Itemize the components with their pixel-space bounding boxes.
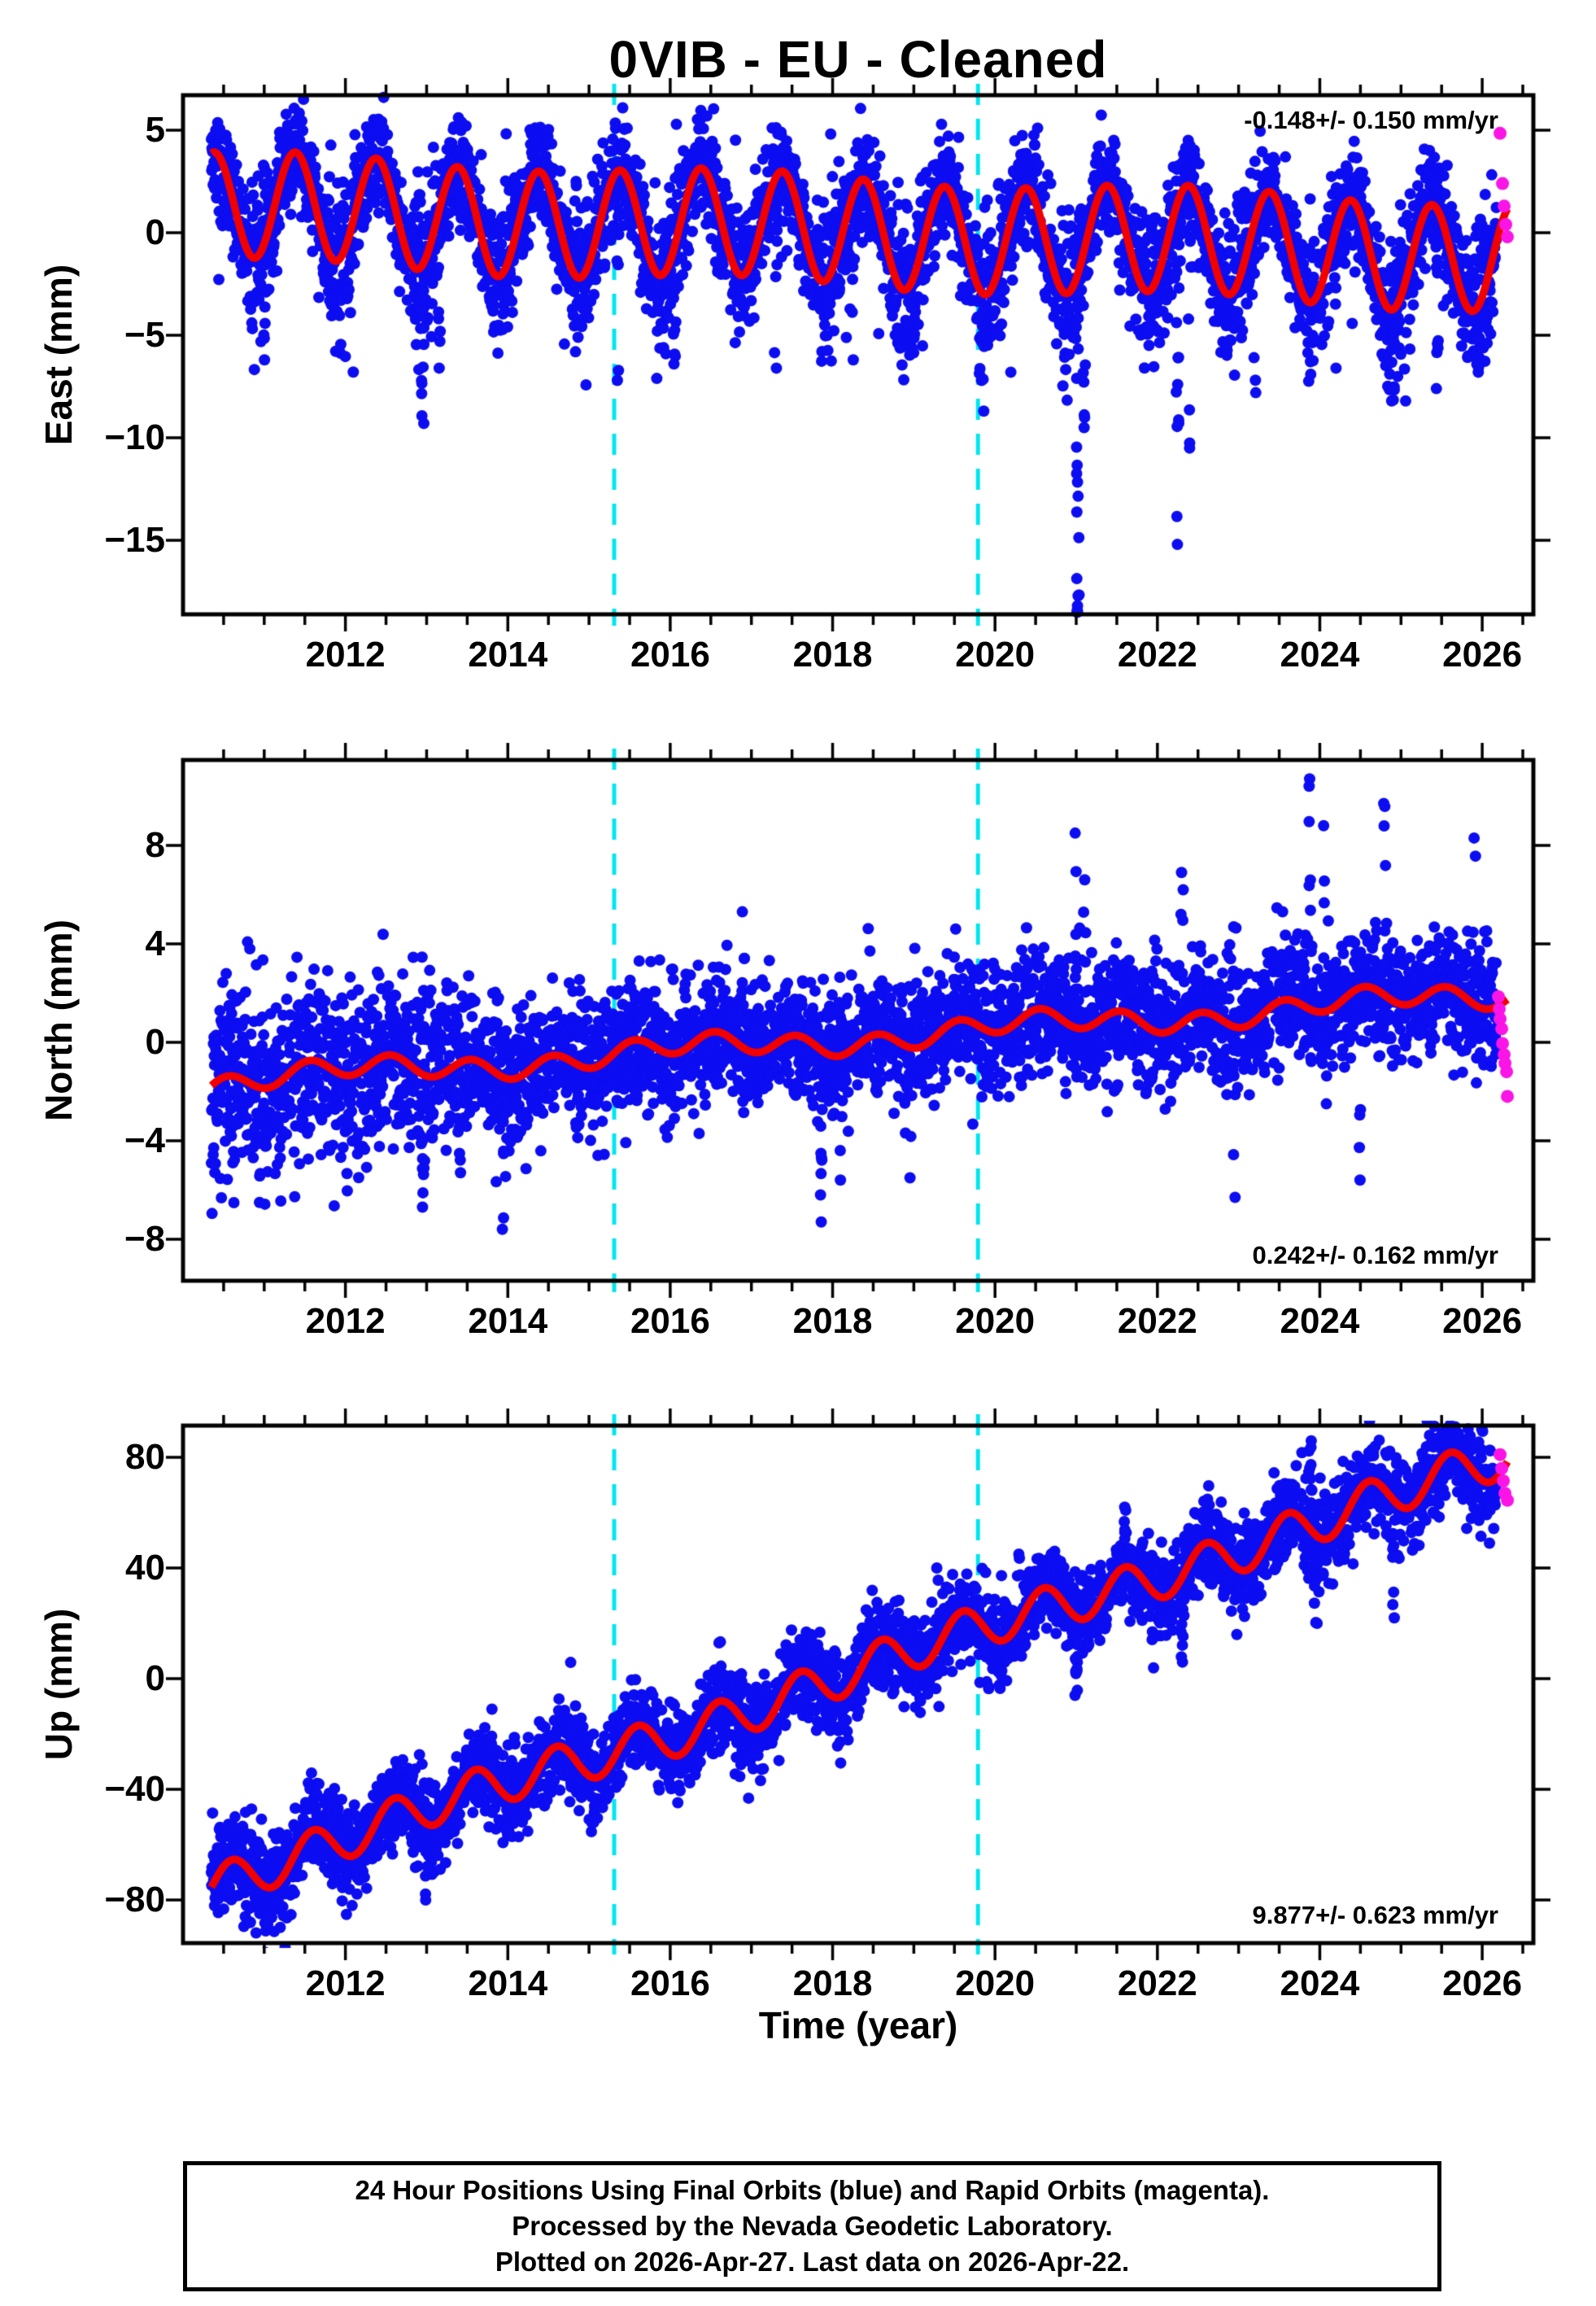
east-x-tick-label: 2024 — [1280, 635, 1360, 675]
east-x-tick-label: 2026 — [1442, 635, 1523, 675]
up-x-tick-label: 2012 — [305, 1963, 386, 2003]
north-x-tick-label: 2016 — [630, 1301, 710, 1341]
up-x-tick-label: 2016 — [630, 1963, 710, 2003]
up-y-tick-label: −80 — [104, 1879, 165, 1919]
north-x-tick-label: 2022 — [1117, 1301, 1197, 1341]
caption-line-orbits: 24 Hour Positions Using Final Orbits (bl… — [355, 2175, 1270, 2205]
north-y-tick-label: 8 — [145, 824, 165, 865]
east-y-tick-label: −5 — [124, 315, 165, 356]
north-x-tick-label: 2018 — [792, 1301, 873, 1341]
up-x-tick-label: 2026 — [1442, 1963, 1523, 2003]
up-rate-annotation: 9.877+/- 0.623 mm/yr — [1252, 1901, 1498, 1929]
north-axis-title: North (mm) — [37, 919, 80, 1121]
north-y-tick-label: 4 — [145, 923, 165, 963]
up-x-tick-label: 2018 — [792, 1963, 873, 2003]
east-y-tick-label: −10 — [104, 417, 165, 458]
east-x-tick-label: 2016 — [630, 635, 710, 675]
caption-box: 24 Hour Positions Using Final Orbits (bl… — [183, 2161, 1441, 2291]
north-x-tick-label: 2014 — [468, 1301, 548, 1341]
east-x-tick-label: 2018 — [792, 635, 873, 675]
up-y-tick-label: −40 — [104, 1769, 165, 1809]
up-x-tick-label: 2014 — [468, 1963, 548, 2003]
north-x-tick-label: 2012 — [305, 1301, 386, 1341]
east-x-tick-label: 2020 — [955, 635, 1036, 675]
up-x-tick-label: 2022 — [1117, 1963, 1197, 2003]
east-y-tick-label: 5 — [145, 110, 165, 151]
east-y-tick-label: −15 — [104, 520, 165, 561]
north-x-tick-label: 2026 — [1442, 1301, 1523, 1341]
east-x-tick-label: 2012 — [305, 635, 386, 675]
east-rate-annotation: -0.148+/- 0.150 mm/yr — [1244, 106, 1498, 134]
up-x-tick-label: 2020 — [955, 1963, 1036, 2003]
up-y-tick-label: 80 — [125, 1437, 165, 1478]
x-axis-title: Time (year) — [758, 2004, 958, 2046]
north-rate-annotation: 0.242+/- 0.162 mm/yr — [1252, 1241, 1498, 1269]
north-x-tick-label: 2024 — [1280, 1301, 1360, 1341]
caption-line-plot-dates: Plotted on 2026-Apr-27. Last data on 202… — [495, 2247, 1130, 2277]
east-x-tick-label: 2014 — [468, 635, 548, 675]
up-y-tick-label: 40 — [125, 1548, 165, 1588]
page-title: 0VIB - EU - Cleaned — [608, 30, 1108, 89]
north-y-tick-label: 0 — [145, 1021, 165, 1062]
north-x-tick-label: 2020 — [955, 1301, 1036, 1341]
north-y-tick-label: −8 — [124, 1218, 165, 1259]
up-x-tick-label: 2024 — [1280, 1963, 1360, 2003]
east-x-tick-label: 2022 — [1117, 635, 1197, 675]
up-axis-title: Up (mm) — [37, 1608, 80, 1761]
east-y-tick-label: 0 — [145, 212, 165, 253]
east-axis-title: East (mm) — [37, 264, 80, 446]
up-y-tick-label: 0 — [145, 1658, 165, 1699]
caption-line-processed-by: Processed by the Nevada Geodetic Laborat… — [512, 2211, 1113, 2241]
north-y-tick-label: −4 — [124, 1120, 165, 1160]
